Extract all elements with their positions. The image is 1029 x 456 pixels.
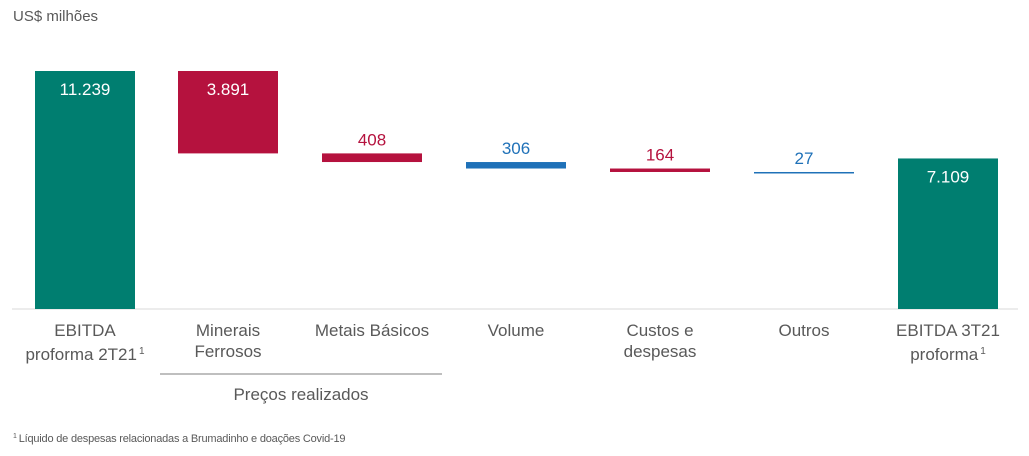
category-label-line: Minerais <box>195 321 261 340</box>
category-label-1: Minerais Ferrosos <box>158 320 298 362</box>
category-label-line: proforma 2T21 <box>25 345 137 364</box>
bar-2 <box>322 153 422 163</box>
bar-value-label-6: 7.109 <box>927 167 970 186</box>
footnote-text: Líquido de despesas relacionadas a Bruma… <box>18 433 346 445</box>
bar-value-label-2: 408 <box>358 130 386 149</box>
bar-value-label-1: 3.891 <box>207 80 250 99</box>
unit-label: US$ milhões <box>13 8 99 25</box>
category-label-line: proforma <box>910 345 979 364</box>
bar-1 <box>178 71 278 154</box>
category-label-line: Metais Básicos <box>314 321 430 340</box>
category-label-6: EBITDA 3T21 proforma 1 <box>878 320 1018 365</box>
category-label-3: Volume <box>446 320 586 341</box>
bar-6 <box>898 158 998 309</box>
footnote-ref: 1 <box>980 346 986 357</box>
footnote-ref: 1 <box>138 346 145 357</box>
bar-value-label-3: 306 <box>502 139 530 158</box>
category-label-0: EBITDA proforma 2T21 1 <box>15 320 155 365</box>
category-label-line: Outros <box>778 321 830 340</box>
footnote: 1 Líquido de despesas relacionadas a Brum… <box>13 433 346 445</box>
category-label-line: Ferrosos <box>194 342 262 361</box>
category-label-line: despesas <box>623 342 697 361</box>
bar-value-label-0: 11.239 <box>60 80 111 99</box>
category-label-line: EBITDA <box>54 321 116 340</box>
group-label-precos-realizados: Preços realizados <box>233 385 369 404</box>
bar-5 <box>754 171 854 174</box>
category-label-line: Volume <box>487 321 545 340</box>
bar-3 <box>466 162 566 169</box>
bar-value-label-5: 27 <box>795 149 814 168</box>
category-label-4: Custos e despesas <box>590 320 730 362</box>
bar-4 <box>610 168 710 172</box>
category-label-5: Outros <box>734 320 874 341</box>
footnote-mark: 1 <box>13 433 17 440</box>
category-label-line: Custos e <box>626 321 694 340</box>
bar-0 <box>35 71 135 309</box>
category-label-2: Metais Básicos <box>302 320 442 341</box>
bar-value-label-4: 164 <box>646 146 674 165</box>
category-label-line: EBITDA 3T21 <box>896 321 1000 340</box>
